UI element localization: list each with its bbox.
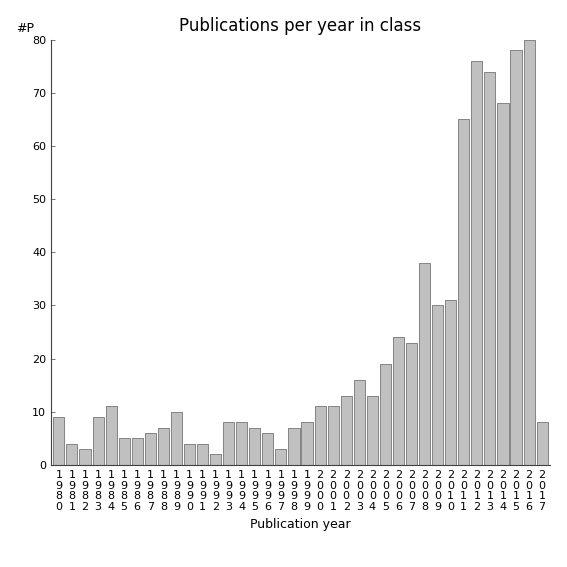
Bar [105, 407, 117, 465]
Bar [145, 433, 156, 465]
Bar [184, 443, 195, 465]
Bar [406, 342, 417, 465]
Title: Publications per year in class: Publications per year in class [179, 18, 422, 35]
Bar [484, 71, 496, 465]
Bar [197, 443, 208, 465]
Bar [419, 263, 430, 465]
Bar [497, 103, 509, 465]
Bar [510, 50, 522, 465]
Bar [367, 396, 378, 465]
Bar [158, 428, 169, 465]
Bar [92, 417, 104, 465]
Bar [223, 422, 234, 465]
Bar [289, 428, 299, 465]
Bar [119, 438, 130, 465]
Bar [432, 306, 443, 465]
Bar [445, 300, 456, 465]
Bar [249, 428, 260, 465]
Bar [302, 422, 312, 465]
Bar [315, 407, 325, 465]
Bar [523, 40, 535, 465]
Bar [263, 433, 273, 465]
Bar [341, 396, 352, 465]
Bar [276, 449, 286, 465]
Bar [66, 443, 78, 465]
Bar [380, 364, 391, 465]
Bar [171, 412, 182, 465]
Bar [536, 422, 548, 465]
Bar [210, 454, 221, 465]
X-axis label: Publication year: Publication year [250, 518, 351, 531]
Bar [471, 61, 483, 465]
Bar [393, 337, 404, 465]
Bar [53, 417, 65, 465]
Bar [458, 120, 469, 465]
Text: #P: #P [16, 23, 34, 35]
Bar [328, 407, 338, 465]
Bar [236, 422, 247, 465]
Bar [79, 449, 91, 465]
Bar [132, 438, 143, 465]
Bar [354, 380, 365, 465]
